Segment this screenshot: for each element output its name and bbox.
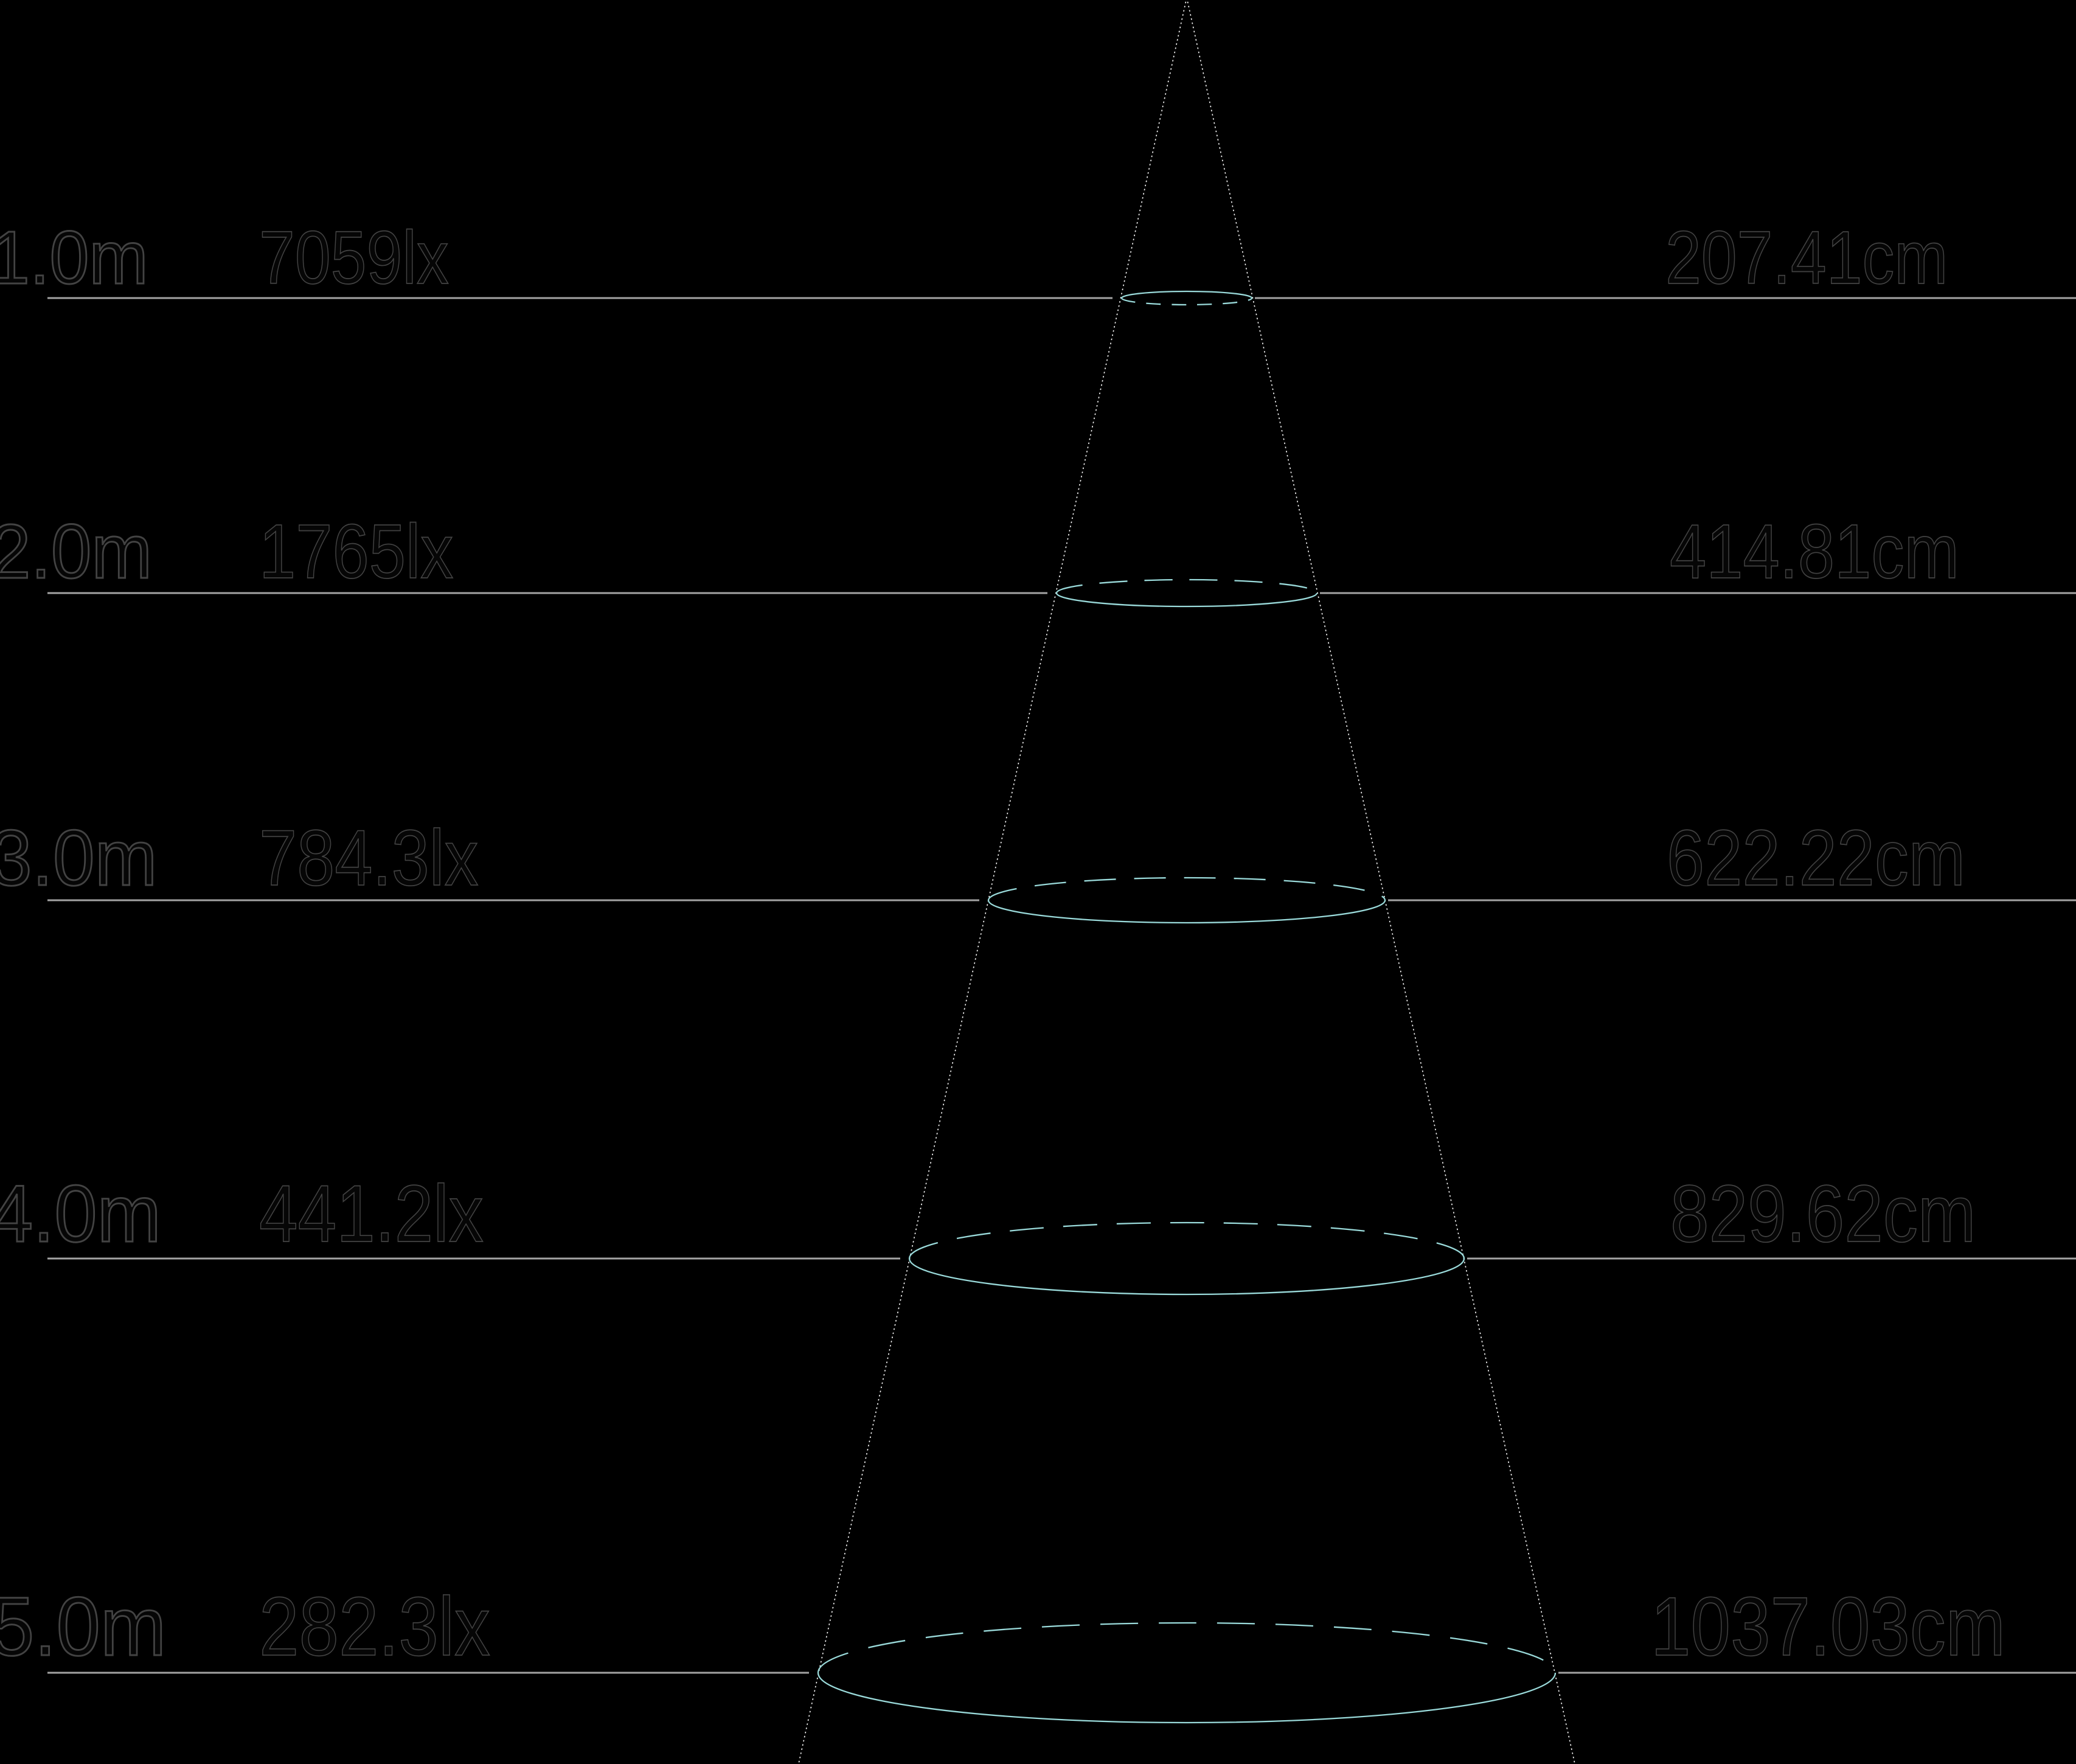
distance-label-1: 1.0m	[0, 217, 149, 300]
ellipse-3-bottom	[987, 900, 1386, 924]
cone-right-edge	[1187, 0, 1575, 1764]
distance-label-3: 3.0m	[0, 813, 158, 902]
illuminance-label-3: 784.3lx	[259, 813, 479, 902]
illuminance-label-1: 7059lx	[259, 217, 449, 300]
distance-label-4: 4.0m	[0, 1169, 162, 1259]
ellipse-2-top	[1055, 578, 1318, 594]
ellipse-4-bottom	[908, 1258, 1465, 1296]
diameter-label-3: 622.22cm	[1666, 813, 1965, 902]
illuminance-label-5: 282.3lx	[259, 1580, 490, 1673]
ellipse-2-bottom	[1055, 592, 1318, 608]
ellipse-5-top	[817, 1622, 1557, 1673]
ellipse-1-bottom	[1120, 297, 1253, 306]
cone-edges	[798, 0, 1575, 1764]
beam-ellipses	[817, 290, 1557, 1724]
cone-left-edge	[798, 0, 1187, 1764]
illuminance-label-4: 441.2lx	[259, 1169, 484, 1259]
ellipse-4-top	[908, 1221, 1465, 1259]
ellipse-5-bottom	[817, 1672, 1557, 1724]
distance-label-2: 2.0m	[0, 509, 153, 594]
diameter-label-1: 207.41cm	[1665, 217, 1948, 300]
ellipse-1-top	[1120, 290, 1253, 299]
distance-lines	[47, 297, 2076, 1674]
illuminance-label-2: 1765lx	[259, 509, 454, 594]
diameter-label-4: 829.62cm	[1670, 1169, 1976, 1259]
diameter-label-2: 414.81cm	[1669, 509, 1959, 594]
distance-label-5: 5.0m	[0, 1580, 167, 1673]
diameter-label-5: 1037.03cm	[1650, 1580, 2005, 1673]
ellipse-3-top	[987, 877, 1386, 901]
